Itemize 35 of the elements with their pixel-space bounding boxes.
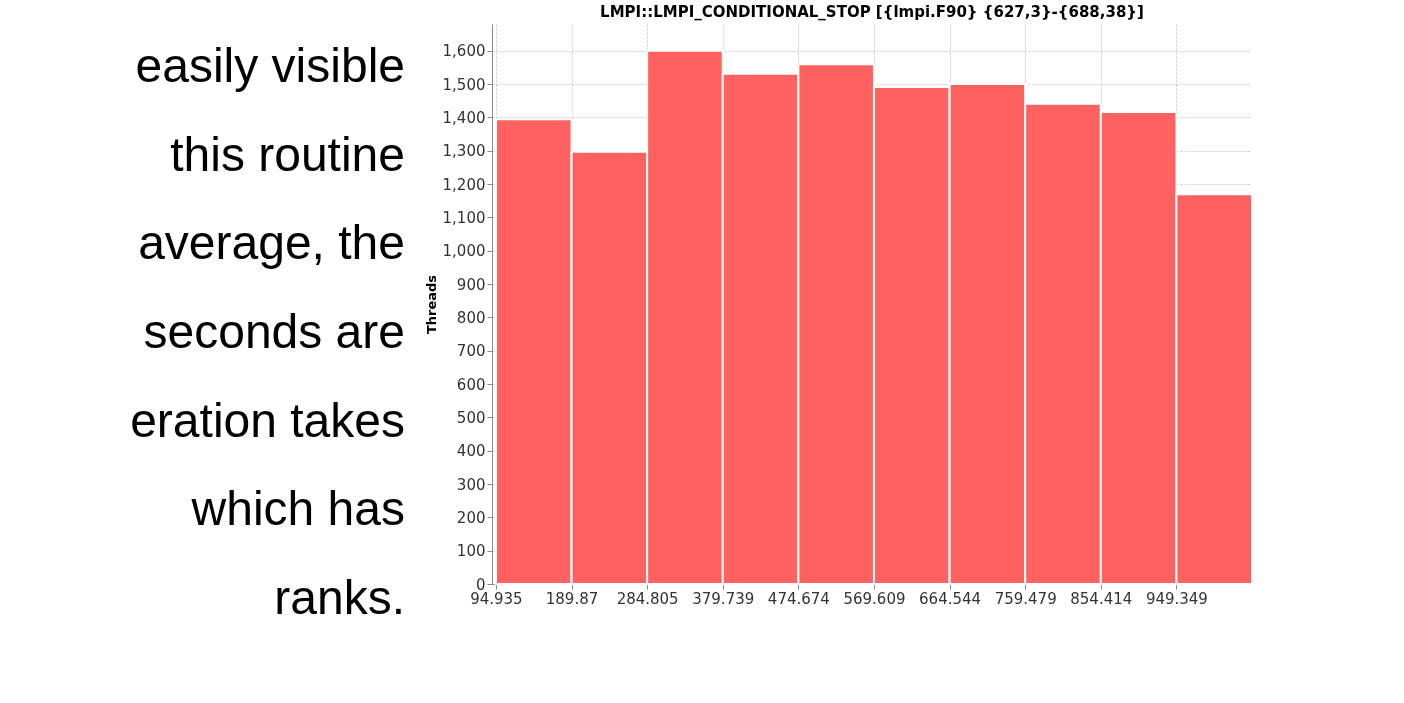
x-tick-label: 379.739 <box>692 589 755 608</box>
y-axis-title: Threads <box>423 274 439 335</box>
x-tick-label: 949.349 <box>1145 589 1208 608</box>
y-tick-label: 300 <box>456 475 486 494</box>
x-tick-label: 569.609 <box>843 589 906 608</box>
x-tick-label: 189.87 <box>545 589 599 608</box>
y-tick-label: 1,200 <box>442 175 486 194</box>
y-tick-label: 600 <box>456 375 486 394</box>
x-tick-label: 94.935 <box>470 589 523 608</box>
text: average, the <box>138 216 405 270</box>
text: seconds are <box>143 305 405 358</box>
text: this routine <box>170 127 405 181</box>
y-tick-label: 800 <box>456 308 486 327</box>
y-tick-label: 500 <box>456 408 486 427</box>
y-tick-label: 1,000 <box>442 242 486 261</box>
x-tick-label: 474.674 <box>767 589 830 608</box>
x-tick-label: 854.414 <box>1070 589 1133 608</box>
text: which has <box>190 482 405 536</box>
y-tick-label: 1,400 <box>442 108 486 127</box>
y-tick-label: 700 <box>456 342 486 361</box>
text: ranks. <box>274 570 405 624</box>
x-tick-label: 759.479 <box>994 589 1057 608</box>
y-tick-label: 200 <box>456 508 486 527</box>
y-tick-label: 1,600 <box>442 42 486 61</box>
x-tick-label: 664.544 <box>919 589 982 608</box>
text: eration takes <box>130 393 405 447</box>
chart-title: LMPI::LMPI_CONDITIONAL_STOP [{lmpi.F90} {627,3}-{688,38}] <box>600 3 1144 21</box>
x-tick-label: 284.805 <box>616 589 679 608</box>
y-tick-label: 1,100 <box>442 208 486 227</box>
text: easily visible <box>135 39 405 93</box>
y-tick-label: 1,300 <box>442 142 486 161</box>
y-tick-label: 100 <box>456 542 486 561</box>
y-tick-label: 400 <box>456 442 486 461</box>
y-tick-label: 900 <box>456 275 486 294</box>
y-tick-label: 1,500 <box>442 75 486 94</box>
